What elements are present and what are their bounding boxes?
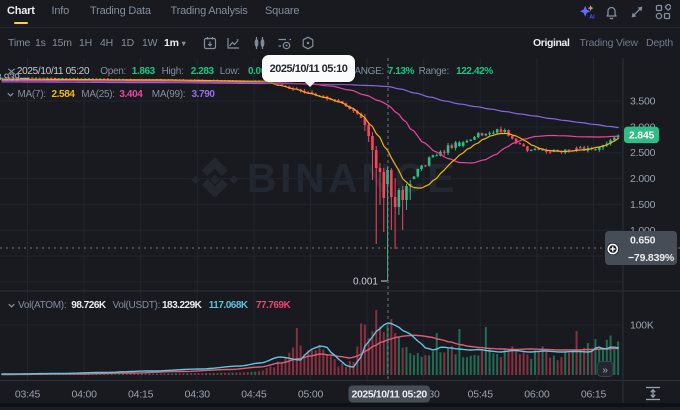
svg-text:06:00: 06:00 xyxy=(524,389,550,401)
svg-text:AI: AI xyxy=(589,15,595,20)
svg-text:0.650: 0.650 xyxy=(630,235,656,247)
svg-text:−79.839%: −79.839% xyxy=(628,252,675,264)
svg-text:05:45: 05:45 xyxy=(468,389,494,401)
svg-text:2.000: 2.000 xyxy=(630,173,656,185)
svg-text:»: » xyxy=(602,365,608,376)
svg-text:03:45: 03:45 xyxy=(15,389,41,401)
svg-text:05:00: 05:00 xyxy=(298,389,324,401)
svg-text:100K: 100K xyxy=(630,320,654,332)
svg-text:0.001: 0.001 xyxy=(353,277,378,288)
svg-text:3.939: 3.939 xyxy=(0,73,20,84)
svg-text:1.500: 1.500 xyxy=(630,199,656,211)
svg-text:2.500: 2.500 xyxy=(630,147,656,159)
svg-text:2025/10/11 05:20: 2025/10/11 05:20 xyxy=(352,389,428,401)
svg-text:04:30: 04:30 xyxy=(185,389,211,401)
svg-text:04:00: 04:00 xyxy=(71,389,97,401)
svg-text:3.500: 3.500 xyxy=(630,96,656,108)
svg-text:BINANCE: BINANCE xyxy=(247,155,458,201)
svg-text:2.845: 2.845 xyxy=(629,130,655,142)
svg-text:04:15: 04:15 xyxy=(128,389,154,401)
svg-text:04:45: 04:45 xyxy=(241,389,267,401)
svg-text:06:15: 06:15 xyxy=(581,389,607,401)
